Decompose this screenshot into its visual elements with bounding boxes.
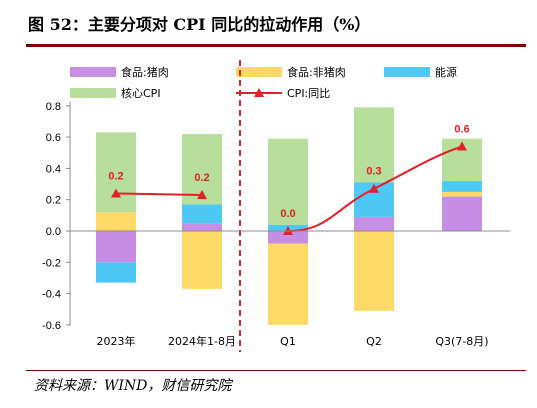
bar-segment <box>442 196 482 231</box>
bar-segment <box>442 191 482 197</box>
x-tick-label: 2023年 <box>97 334 136 348</box>
bar-segment <box>354 216 394 231</box>
cpi-data-label: 0.6 <box>454 123 469 135</box>
cpi-data-label: 0.0 <box>280 208 295 220</box>
y-tick-label: 0.4 <box>46 163 61 175</box>
title-rule <box>26 44 526 47</box>
bar-segment <box>182 204 222 224</box>
y-tick-label: 0.6 <box>46 132 61 144</box>
bar-segment <box>96 262 136 283</box>
cpi-data-label: 0.2 <box>108 170 123 182</box>
x-tick-label: Q3(7-8月) <box>435 335 488 348</box>
cpi-point-marker <box>111 188 121 198</box>
bar-segment <box>442 180 482 192</box>
x-axis: 2023年 2024年1-8月 Q1 Q2 Q3(7-8月) <box>70 230 510 348</box>
cpi-point-marker <box>197 190 207 200</box>
bar-segment <box>96 231 136 263</box>
legend-label: 食品:非猪肉 <box>287 65 346 79</box>
y-tick-label: 0.0 <box>46 226 61 238</box>
y-tick-label: -0.4 <box>42 289 61 301</box>
x-tick-label: Q2 <box>366 335 382 348</box>
source-note: 资料来源：WIND，财信研究院 <box>34 378 232 394</box>
cpi-line-segment <box>115 192 203 197</box>
cpi-data-label: 0.2 <box>194 172 209 184</box>
cpi-line: 0.2 0.2 0.0 0.3 0.6 <box>108 123 470 235</box>
legend-swatch <box>384 67 430 77</box>
bars <box>96 107 482 325</box>
cpi-point-marker <box>457 141 467 151</box>
legend-label: 能源 <box>435 65 457 79</box>
legend-swatch <box>70 67 116 77</box>
y-tick-label: 0.8 <box>46 101 61 113</box>
legend-label: 核心CPI <box>121 86 161 100</box>
cpi-point-marker <box>369 183 379 193</box>
y-tick-label: -0.6 <box>42 320 61 332</box>
bar-segment <box>96 132 136 213</box>
y-tick-label: 0.2 <box>46 195 61 207</box>
bar-segment <box>354 231 394 311</box>
bar-segment <box>268 231 308 244</box>
legend-label: CPI:同比 <box>287 87 330 100</box>
y-tick-label: -0.2 <box>42 257 61 269</box>
bar-segment <box>268 138 308 225</box>
bar-segment <box>268 243 308 325</box>
bar-segment <box>96 212 136 231</box>
legend-swatch <box>70 88 116 98</box>
legend-swatch <box>236 67 282 77</box>
legend-line-marker <box>254 88 264 97</box>
x-tick-label: Q1 <box>280 335 296 348</box>
bar-segment <box>354 107 394 183</box>
bar-segment <box>182 231 222 289</box>
x-tick-label: 2024年1-8月 <box>168 334 236 348</box>
cpi-data-label: 0.3 <box>366 166 381 178</box>
legend-label: 食品:猪肉 <box>121 65 169 79</box>
figure-title: 图 52：主要分项对 CPI 同比的拉动作用（%） <box>28 15 371 34</box>
bar-segment <box>182 223 222 231</box>
y-axis: 0.8 0.6 0.4 0.2 0.0 -0.2 -0.4 -0.6 <box>42 101 71 332</box>
source-rule <box>26 370 526 371</box>
